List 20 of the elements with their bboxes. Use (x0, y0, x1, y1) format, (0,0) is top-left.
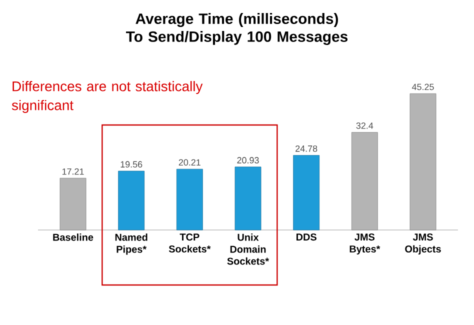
x-tick-label: Unix Domain Sockets* (227, 234, 270, 265)
x-tick-label: DDS (296, 234, 316, 241)
bar (293, 155, 320, 230)
x-tick-label: Named Pipes* (115, 234, 148, 255)
data-label: 45.25 (412, 84, 434, 90)
data-label: 24.78 (296, 145, 318, 152)
bar (176, 168, 203, 230)
bar (234, 166, 262, 230)
x-tick-label: TCP Sockets* (168, 234, 211, 253)
data-label: 19.56 (120, 161, 142, 168)
x-tick-label: JMS Bytes* (350, 234, 380, 254)
annotation: Differences are not statistically significant (12, 81, 203, 113)
data-label: 17.21 (62, 168, 84, 175)
x-tick-label: JMS Objects (405, 234, 441, 254)
bar (118, 170, 145, 230)
data-label: 20.21 (178, 159, 200, 166)
data-label: 20.93 (237, 157, 259, 164)
chart-title: Average Time (milliseconds) To Send/Display 100 Messages (126, 13, 348, 45)
x-tick-label: Baseline (53, 234, 94, 241)
data-label: 32.4 (356, 122, 374, 129)
